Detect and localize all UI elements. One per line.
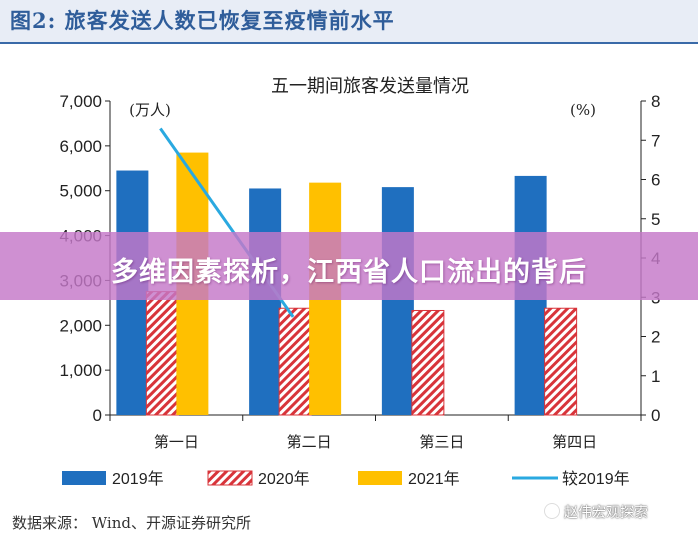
wechat-icon xyxy=(544,503,560,519)
bar-2020年-第三日 xyxy=(411,309,445,416)
bar-2019年-第三日 xyxy=(381,187,414,415)
legend-label: 2019年 xyxy=(112,470,164,488)
legend: 2019年 2020年 2021年 较2019年 xyxy=(62,470,630,488)
bar-2020年-第二日 xyxy=(278,307,312,416)
right-tick-label: 7 xyxy=(651,131,660,150)
legend-label: 较2019年 xyxy=(562,470,630,488)
legend-swatch xyxy=(62,471,106,485)
left-tick-label: 7,000 xyxy=(59,92,102,111)
legend-label: 2021年 xyxy=(408,470,460,488)
right-tick-label: 2 xyxy=(651,328,660,347)
legend-swatch xyxy=(358,471,402,485)
watermark-text: 赵伟宏观探索 xyxy=(564,505,648,521)
left-tick-label: 2,000 xyxy=(59,316,102,335)
bar-2019年-第二日 xyxy=(249,188,282,415)
x-category-label: 第四日 xyxy=(552,433,597,451)
right-unit-label: (%) xyxy=(570,101,596,119)
figure-title: 图2: 旅客发送人数已恢复至疫情前水平 xyxy=(10,8,395,33)
right-tick-label: 8 xyxy=(651,92,660,111)
legend-label: 2020年 xyxy=(258,470,310,488)
left-unit-label: (万人) xyxy=(129,101,171,119)
bar-2020年-第四日 xyxy=(544,307,578,416)
left-tick-label: 6,000 xyxy=(59,137,102,156)
bar-2020年-第一日 xyxy=(145,291,179,416)
left-tick-label: 0 xyxy=(93,406,102,425)
right-tick-label: 6 xyxy=(651,171,660,190)
left-tick-label: 1,000 xyxy=(59,361,102,380)
x-category-label: 第三日 xyxy=(419,433,464,451)
source-note: 数据来源： Wind、开源证券研究所 xyxy=(12,514,251,532)
overlay-banner xyxy=(0,232,698,300)
figure-header: 图2: 旅客发送人数已恢复至疫情前水平 xyxy=(0,0,698,44)
legend-swatch xyxy=(207,470,253,486)
x-category-label: 第二日 xyxy=(287,433,332,451)
right-tick-label: 5 xyxy=(651,210,660,229)
left-tick-label: 5,000 xyxy=(59,182,102,201)
right-tick-label: 0 xyxy=(651,406,660,425)
banner-text: 多维因素探析，江西省人口流出的背后 xyxy=(111,257,587,288)
right-tick-label: 1 xyxy=(651,367,660,386)
chart-title: 五一期间旅客发送量情况 xyxy=(271,76,469,97)
watermark: 赵伟宏观探索 xyxy=(544,502,648,522)
x-category-label: 第一日 xyxy=(154,433,199,451)
